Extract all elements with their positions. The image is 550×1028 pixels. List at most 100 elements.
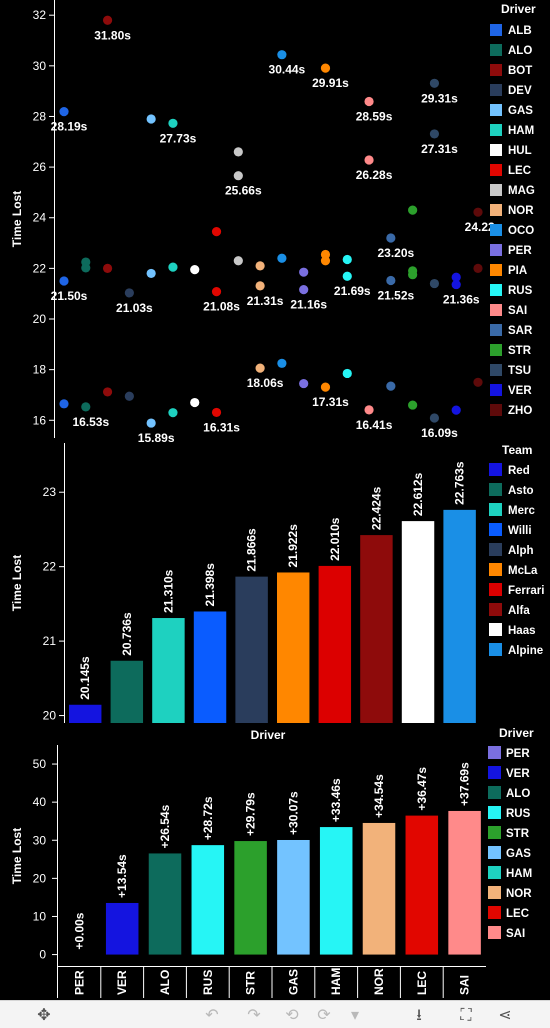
legend-swatch[interactable] bbox=[489, 603, 502, 616]
legend-swatch[interactable] bbox=[490, 84, 502, 96]
scatter-point-lec[interactable] bbox=[211, 287, 222, 297]
legend-swatch[interactable] bbox=[490, 164, 502, 176]
scatter-point-tsu[interactable] bbox=[429, 278, 440, 289]
legend-swatch[interactable] bbox=[488, 766, 501, 779]
scatter-point-sar[interactable] bbox=[386, 233, 396, 243]
scatter-point-per[interactable] bbox=[299, 285, 309, 295]
scatter-point-str[interactable] bbox=[408, 205, 418, 215]
scatter-point-alo[interactable] bbox=[81, 402, 91, 412]
scatter-point-bot[interactable] bbox=[102, 263, 113, 273]
scatter-point-ver[interactable] bbox=[451, 272, 461, 282]
legend-swatch[interactable] bbox=[490, 344, 502, 356]
scatter-point-alb[interactable] bbox=[59, 107, 69, 117]
legend-swatch[interactable] bbox=[488, 846, 501, 859]
bar-mcla[interactable] bbox=[277, 572, 310, 723]
legend-swatch[interactable] bbox=[489, 543, 502, 556]
legend-swatch[interactable] bbox=[488, 746, 501, 759]
scatter-point-tsu[interactable] bbox=[429, 78, 440, 88]
undo-icon[interactable]: ↶ bbox=[205, 1005, 219, 1024]
scatter-point-zho[interactable] bbox=[473, 207, 483, 217]
legend-swatch[interactable] bbox=[489, 523, 502, 536]
legend-swatch[interactable] bbox=[490, 364, 502, 376]
scatter-point-gas[interactable] bbox=[146, 418, 156, 428]
scatter-point-mag[interactable] bbox=[233, 171, 243, 181]
bar-haas[interactable] bbox=[401, 521, 435, 723]
legend-swatch[interactable] bbox=[488, 806, 501, 819]
scatter-point-per[interactable] bbox=[299, 267, 309, 277]
scatter-point-hul[interactable] bbox=[190, 397, 200, 408]
legend-swatch[interactable] bbox=[489, 643, 502, 656]
scatter-point-bot[interactable] bbox=[102, 387, 113, 397]
legend-swatch[interactable] bbox=[490, 104, 502, 116]
scatter-point-sar[interactable] bbox=[386, 381, 396, 391]
legend-swatch[interactable] bbox=[490, 124, 502, 136]
bar-nor[interactable] bbox=[362, 822, 396, 955]
legend-swatch[interactable] bbox=[488, 906, 501, 919]
bar-ferrari[interactable] bbox=[318, 565, 352, 723]
legend-swatch[interactable] bbox=[490, 184, 502, 196]
scatter-point-rus[interactable] bbox=[342, 254, 352, 265]
legend-swatch[interactable] bbox=[490, 244, 502, 256]
scatter-point-rus[interactable] bbox=[342, 368, 352, 379]
scatter-point-ver[interactable] bbox=[451, 405, 461, 415]
fullscreen-icon[interactable]: ⛶ bbox=[460, 1005, 472, 1024]
forward-icon[interactable]: ⟳ bbox=[317, 1005, 331, 1024]
legend-swatch[interactable] bbox=[489, 463, 502, 476]
legend-swatch[interactable] bbox=[490, 404, 502, 416]
scatter-point-mag[interactable] bbox=[233, 147, 243, 157]
scatter-point-nor[interactable] bbox=[255, 261, 265, 271]
legend-swatch[interactable] bbox=[489, 503, 502, 516]
scatter-point-zho[interactable] bbox=[473, 377, 483, 387]
scatter-point-nor[interactable] bbox=[255, 281, 265, 291]
legend-swatch[interactable] bbox=[490, 324, 502, 336]
legend-swatch[interactable] bbox=[488, 866, 501, 879]
legend-swatch[interactable] bbox=[489, 623, 502, 636]
revert-icon[interactable]: ⟲ bbox=[285, 1005, 299, 1024]
legend-swatch[interactable] bbox=[490, 44, 502, 56]
bar-red[interactable] bbox=[69, 704, 102, 723]
scatter-point-hul[interactable] bbox=[190, 265, 200, 275]
bar-sai[interactable] bbox=[448, 810, 481, 955]
scatter-point-ver[interactable] bbox=[451, 279, 461, 290]
bar-alo[interactable] bbox=[148, 853, 182, 955]
scatter-point-sai[interactable] bbox=[364, 405, 374, 415]
scatter-point-dev[interactable] bbox=[124, 391, 134, 401]
legend-swatch[interactable] bbox=[490, 224, 502, 236]
scatter-point-alb[interactable] bbox=[59, 399, 69, 409]
legend-swatch[interactable] bbox=[490, 64, 502, 76]
scatter-point-gas[interactable] bbox=[146, 114, 156, 124]
share-icon[interactable]: ⋖ bbox=[498, 1005, 512, 1024]
legend-swatch[interactable] bbox=[488, 826, 501, 839]
scatter-point-lec[interactable] bbox=[211, 407, 222, 418]
scatter-point-str[interactable] bbox=[408, 400, 418, 410]
scatter-point-mag[interactable] bbox=[233, 256, 243, 266]
legend-swatch[interactable] bbox=[489, 563, 502, 576]
scatter-point-lec[interactable] bbox=[211, 227, 222, 237]
bar-asto[interactable] bbox=[110, 660, 144, 723]
bar-gas[interactable] bbox=[277, 839, 310, 955]
bar-merc[interactable] bbox=[152, 618, 185, 723]
scatter-point-ham[interactable] bbox=[168, 118, 178, 128]
legend-swatch[interactable] bbox=[488, 926, 501, 939]
scatter-point-alo[interactable] bbox=[81, 263, 91, 273]
redo-icon[interactable]: ↷ bbox=[247, 1005, 261, 1024]
legend-swatch[interactable] bbox=[490, 384, 502, 396]
scatter-point-pia[interactable] bbox=[320, 63, 331, 73]
bar-alpine[interactable] bbox=[443, 509, 476, 723]
legend-swatch[interactable] bbox=[488, 786, 501, 799]
legend-swatch[interactable] bbox=[489, 483, 502, 496]
legend-swatch[interactable] bbox=[490, 264, 502, 276]
scatter-point-nor[interactable] bbox=[255, 363, 265, 373]
legend-swatch[interactable] bbox=[490, 204, 502, 216]
legend-swatch[interactable] bbox=[490, 144, 502, 156]
bar-willi[interactable] bbox=[193, 611, 227, 723]
scatter-point-oco[interactable] bbox=[277, 253, 287, 263]
scatter-point-str[interactable] bbox=[408, 270, 418, 280]
pan-icon[interactable]: ✥ bbox=[37, 1005, 51, 1024]
bar-ver[interactable] bbox=[105, 902, 139, 955]
scatter-point-per[interactable] bbox=[299, 378, 309, 389]
scatter-point-bot[interactable] bbox=[102, 15, 113, 25]
scatter-point-sai[interactable] bbox=[364, 155, 374, 165]
scatter-point-gas[interactable] bbox=[146, 268, 156, 279]
download-icon[interactable]: ⭳ bbox=[416, 1005, 422, 1024]
